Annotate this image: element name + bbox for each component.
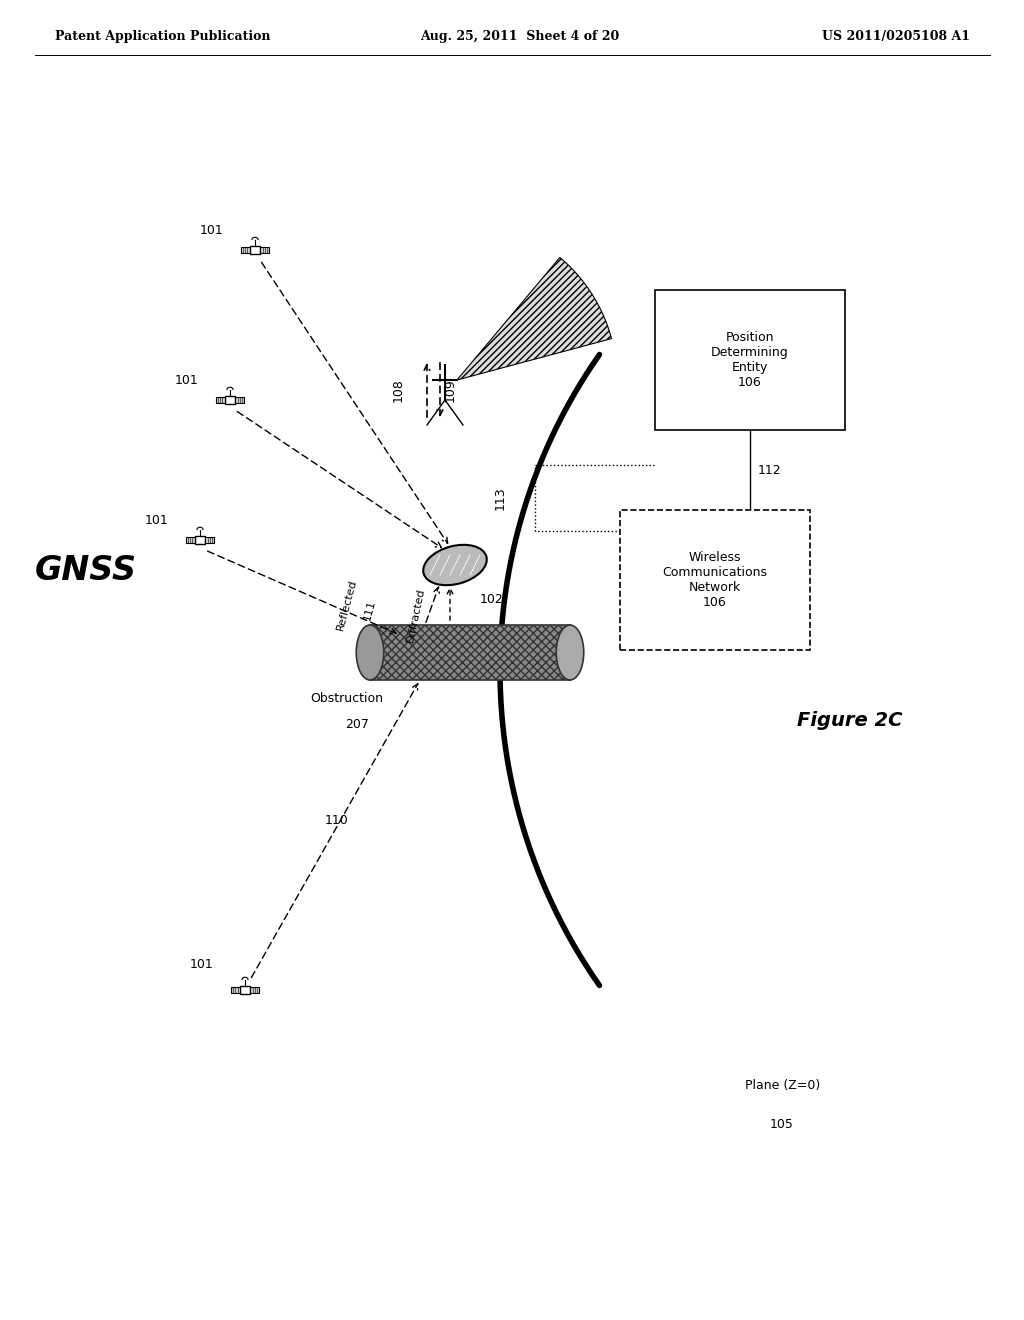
Bar xyxy=(195,536,205,544)
Text: 108: 108 xyxy=(392,378,406,401)
Text: 112: 112 xyxy=(758,463,781,477)
Text: 207: 207 xyxy=(345,718,369,731)
Text: 101: 101 xyxy=(145,513,169,527)
Text: 105: 105 xyxy=(770,1118,794,1131)
Bar xyxy=(216,397,224,403)
Bar xyxy=(250,247,260,253)
Text: 102: 102 xyxy=(480,593,504,606)
Text: 113: 113 xyxy=(494,486,507,510)
Text: Figure 2C: Figure 2C xyxy=(798,710,903,730)
Text: 101: 101 xyxy=(190,958,214,972)
Text: Plane (Z=0): Plane (Z=0) xyxy=(745,1078,820,1092)
Bar xyxy=(250,987,259,993)
Polygon shape xyxy=(457,257,611,380)
Text: 109: 109 xyxy=(444,378,457,401)
Bar xyxy=(655,290,845,430)
Bar xyxy=(185,537,195,543)
Text: 111: 111 xyxy=(362,598,377,622)
Ellipse shape xyxy=(423,545,486,585)
Text: Position
Determining
Entity
106: Position Determining Entity 106 xyxy=(711,331,788,389)
Ellipse shape xyxy=(556,624,584,680)
Bar xyxy=(205,537,214,543)
Text: Diffracted: Diffracted xyxy=(406,587,426,643)
Bar xyxy=(240,986,250,994)
Bar xyxy=(260,247,269,252)
Text: 101: 101 xyxy=(175,374,199,387)
Bar xyxy=(236,397,245,403)
Bar xyxy=(370,624,570,680)
Bar xyxy=(620,510,810,649)
Text: Wireless
Communications
Network
106: Wireless Communications Network 106 xyxy=(663,550,768,609)
Text: Reflected: Reflected xyxy=(335,578,358,632)
Text: 110: 110 xyxy=(325,813,349,826)
Text: Aug. 25, 2011  Sheet 4 of 20: Aug. 25, 2011 Sheet 4 of 20 xyxy=(420,30,620,44)
Text: Obstruction: Obstruction xyxy=(310,692,383,705)
Text: Patent Application Publication: Patent Application Publication xyxy=(55,30,270,44)
Bar xyxy=(224,396,236,404)
Text: 101: 101 xyxy=(200,223,224,236)
Bar xyxy=(241,247,250,252)
Text: US 2011/0205108 A1: US 2011/0205108 A1 xyxy=(822,30,970,44)
Ellipse shape xyxy=(356,624,384,680)
Bar xyxy=(230,987,240,993)
Text: GNSS: GNSS xyxy=(35,553,137,586)
